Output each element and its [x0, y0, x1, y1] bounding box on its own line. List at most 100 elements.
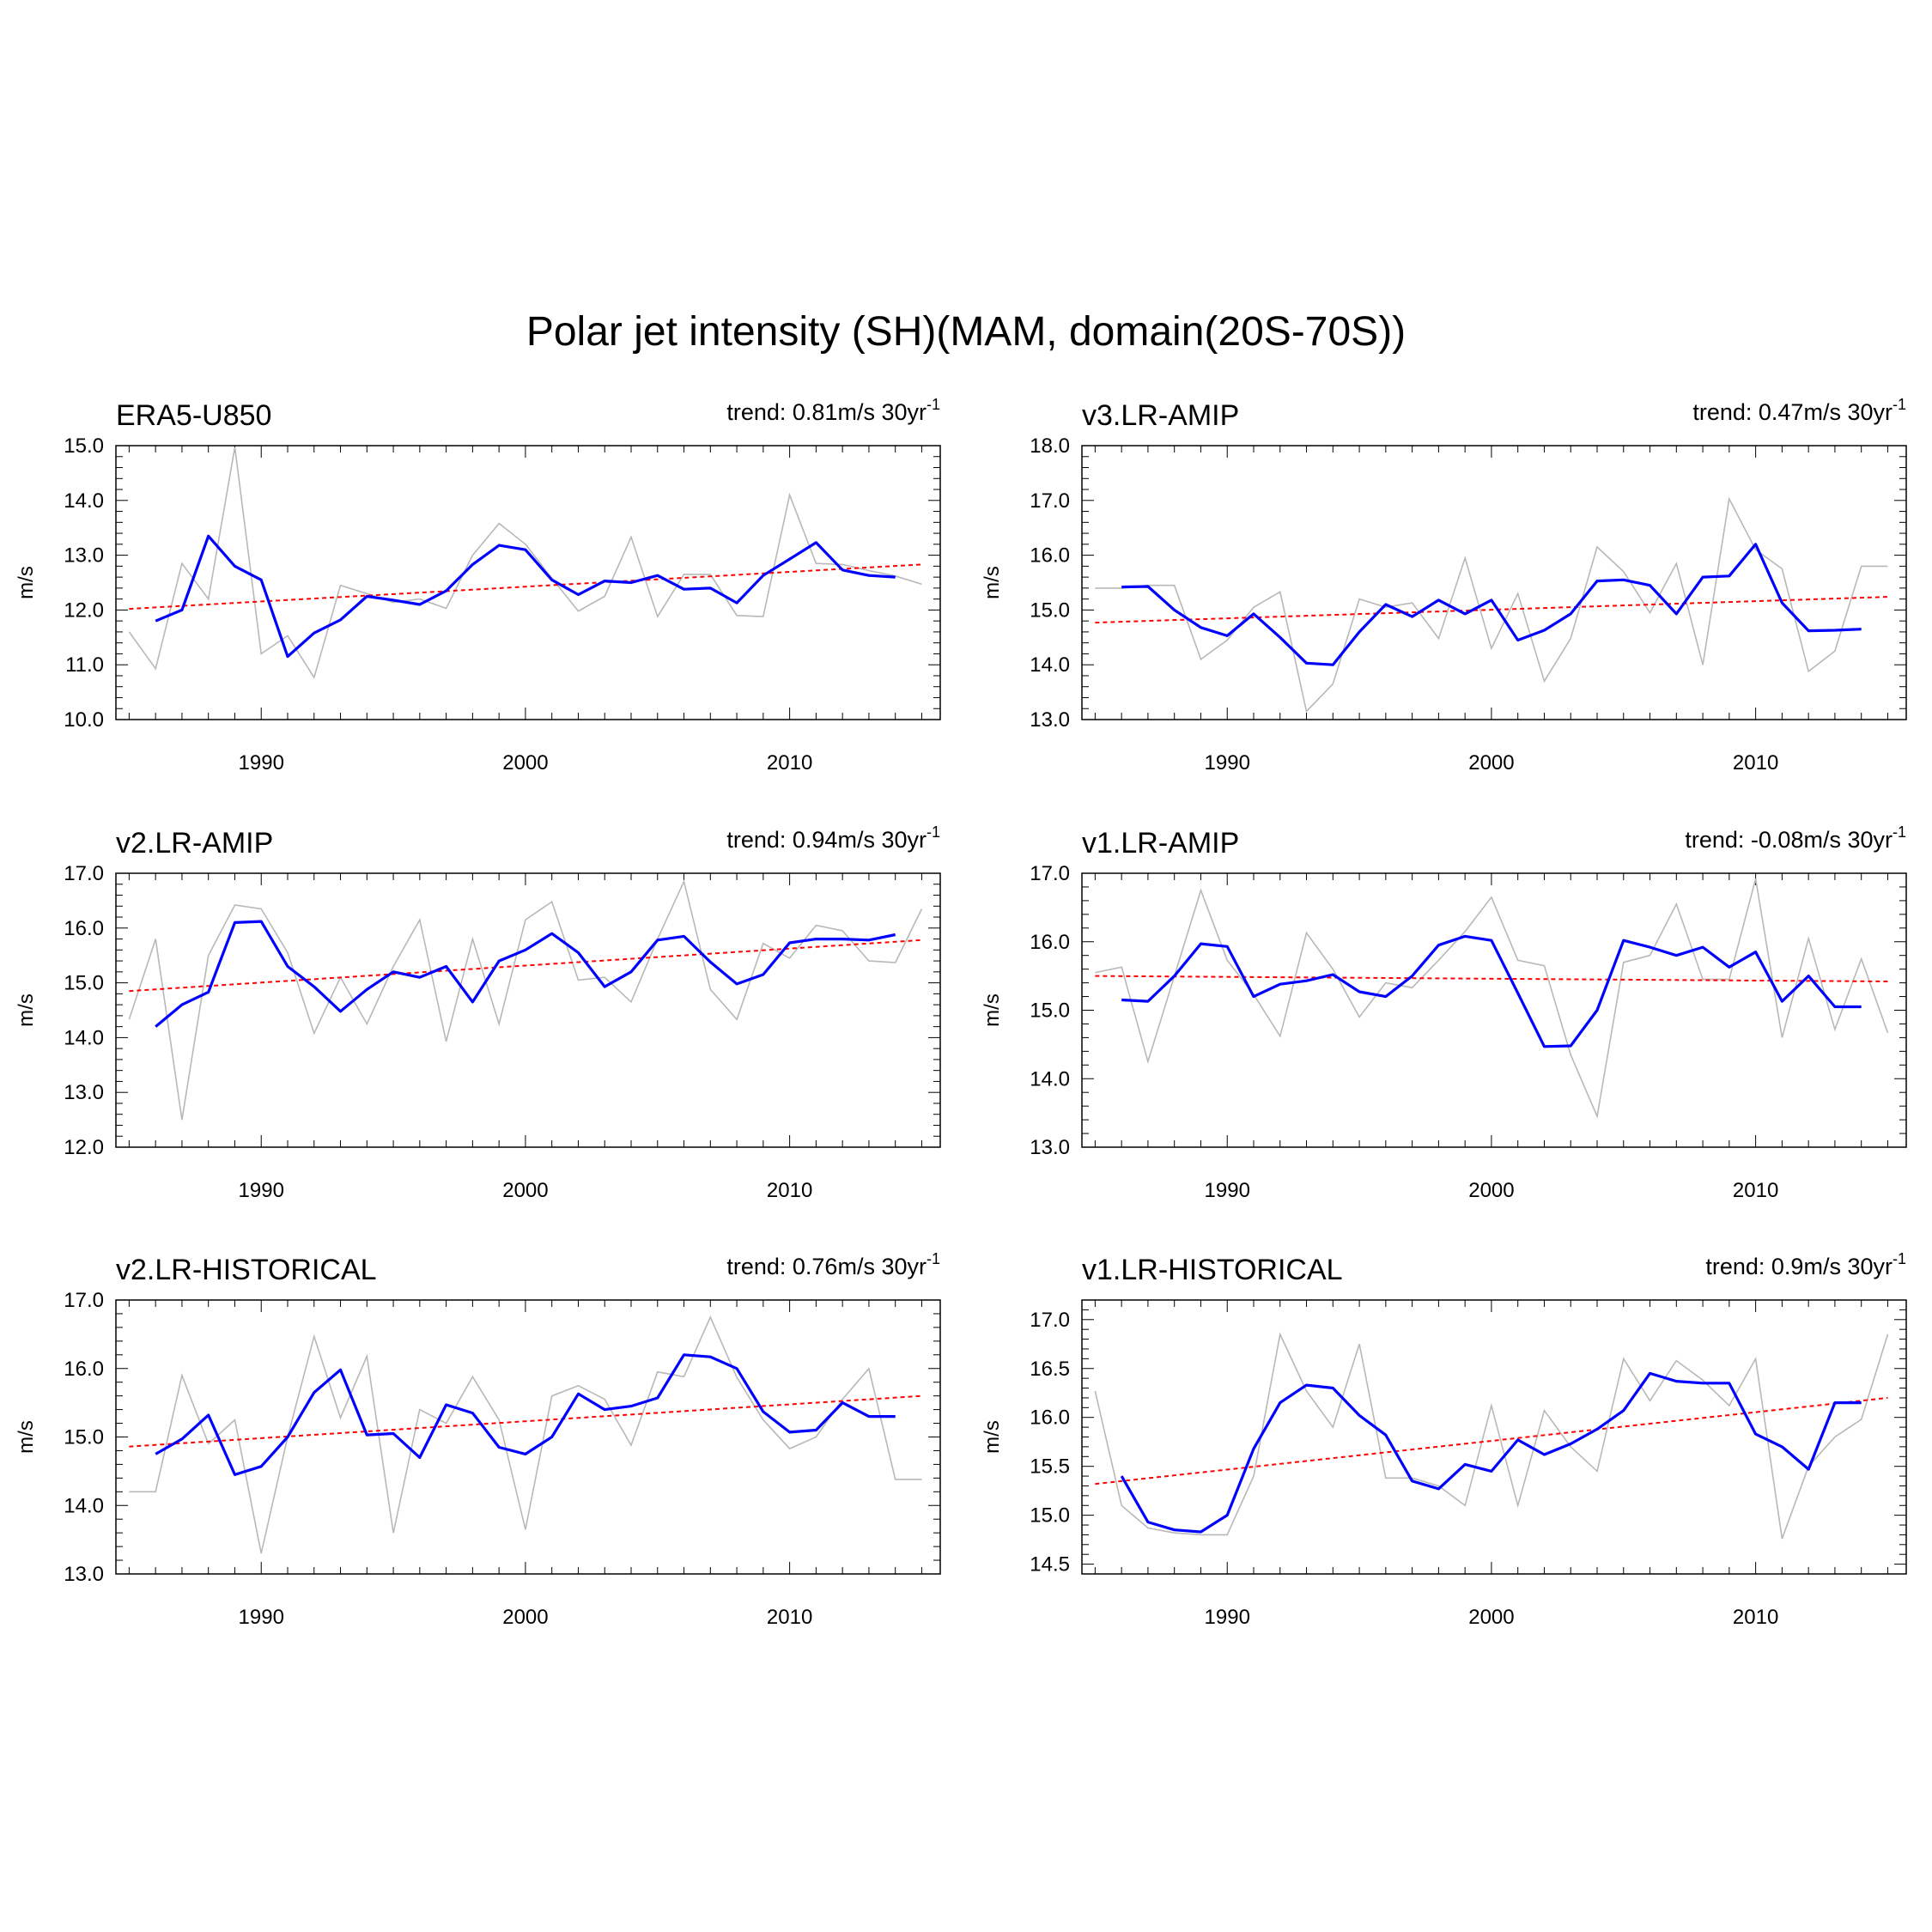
y-tick-label: 11.0 — [65, 653, 104, 677]
plot-frame — [115, 872, 941, 1148]
panel-1: ERA5-U850 trend: 0.81m/s 30yr-1 m/s 1990 200… — [15, 396, 941, 775]
trend-label: trend: 0.47m/s 30yr-1 — [1692, 396, 1906, 425]
trend-label: trend: 0.9m/s 30yr-1 — [1705, 1250, 1906, 1279]
panels: ERA5-U850 trend: 0.81m/s 30yr-1 m/s 1990 200… — [15, 396, 1907, 1629]
x-tick-label: 2000 — [502, 1606, 548, 1629]
plot-frame — [115, 445, 941, 720]
x-tick-label: 2000 — [502, 1179, 548, 1202]
x-tick-label: 2000 — [1468, 751, 1514, 775]
trend-label-superscript: -1 — [1893, 1250, 1906, 1267]
y-tick-label: 15.5 — [1030, 1455, 1070, 1479]
x-tick-label: 1990 — [1205, 1179, 1250, 1202]
panel-title: v1.LR-HISTORICAL — [1082, 1254, 1343, 1286]
y-tick-label: 16.0 — [1030, 1406, 1070, 1430]
raw-series-line — [1095, 496, 1888, 714]
trend-label-superscript: -1 — [927, 396, 940, 413]
y-axis-label: m/s — [15, 993, 38, 1027]
trend-label: trend: 0.81m/s 30yr-1 — [726, 396, 940, 425]
y-tick-label: 15.0 — [1030, 999, 1070, 1023]
panel-title: v3.LR-AMIP — [1082, 399, 1239, 432]
y-axis-label: m/s — [15, 1420, 38, 1454]
trend-line — [1095, 1396, 1888, 1485]
y-tick-label: 15.0 — [64, 972, 104, 995]
smoothed-series-line — [155, 534, 896, 659]
y-tick-label: 13.0 — [1030, 1136, 1070, 1159]
y-tick-label: 17.0 — [64, 1289, 104, 1312]
y-axis-label: m/s — [981, 993, 1004, 1027]
y-tick-label: 14.5 — [1030, 1553, 1070, 1577]
y-axis-label: m/s — [981, 1420, 1004, 1454]
y-tick-label: 16.5 — [1030, 1358, 1070, 1381]
x-tick-label: 1990 — [239, 1606, 284, 1629]
smoothed-series-line — [1121, 543, 1862, 666]
y-tick-label: 16.0 — [1030, 544, 1070, 568]
panel-title: v1.LR-AMIP — [1082, 827, 1239, 860]
trend-line — [129, 563, 922, 611]
smoothed-series-line — [155, 920, 896, 1028]
plot-frame — [1081, 445, 1907, 720]
x-tick-label: 2010 — [1733, 1606, 1778, 1629]
trend-label-superscript: -1 — [1893, 396, 1906, 413]
figure-title: Polar jet intensity (SH)(MAM, domain(20S… — [526, 309, 1406, 355]
y-axis-label: m/s — [981, 566, 1004, 599]
y-tick-label: 15.0 — [64, 434, 104, 458]
smoothed-series-line — [1121, 934, 1862, 1048]
trend-label-superscript: -1 — [927, 1250, 940, 1267]
panel-5: v2.LR-HISTORICAL trend: 0.76m/s 30yr-1 m/s… — [15, 1250, 941, 1629]
trend-line — [1095, 975, 1888, 982]
trend-label-superscript: -1 — [927, 823, 940, 841]
panel-title: v2.LR-AMIP — [116, 827, 273, 860]
y-tick-label: 13.0 — [64, 1081, 104, 1104]
y-axis-label: m/s — [15, 566, 38, 599]
x-tick-label: 1990 — [239, 1179, 284, 1202]
y-tick-label: 18.0 — [1030, 434, 1070, 458]
y-tick-label: 14.0 — [64, 1494, 104, 1517]
y-tick-label: 13.0 — [64, 1563, 104, 1586]
raw-series-line — [128, 879, 923, 1121]
x-tick-label: 2010 — [767, 751, 812, 775]
trend-line — [129, 1394, 922, 1448]
x-tick-label: 2010 — [767, 1179, 812, 1202]
trend-label: trend: 0.76m/s 30yr-1 — [726, 1250, 940, 1279]
x-tick-label: 1990 — [239, 751, 284, 775]
panel-6: v1.LR-HISTORICAL trend: 0.9m/s 30yr-1 m/s 1… — [981, 1250, 1907, 1629]
raw-series-line — [128, 447, 922, 679]
panel-title: ERA5-U850 — [116, 399, 271, 432]
x-tick-label: 2010 — [767, 1606, 812, 1629]
y-tick-label: 14.0 — [64, 489, 104, 513]
panel-title: v2.LR-HISTORICAL — [116, 1254, 377, 1286]
smoothed-series-line — [155, 1353, 896, 1477]
y-tick-label: 17.0 — [1030, 489, 1070, 513]
y-tick-label: 14.0 — [1030, 1067, 1070, 1091]
y-tick-label: 14.0 — [64, 1026, 104, 1049]
raw-series-line — [1094, 1332, 1889, 1540]
trend-label: trend: -0.08m/s 30yr-1 — [1685, 823, 1906, 853]
y-tick-label: 17.0 — [1030, 1309, 1070, 1332]
panel-3: v2.LR-AMIP trend: 0.94m/s 30yr-1 m/s 1990 20… — [15, 823, 941, 1202]
x-tick-label: 1990 — [1205, 751, 1250, 775]
trend-line — [1095, 596, 1888, 624]
panel-2: v3.LR-AMIP trend: 0.47m/s 30yr-1 m/s 1990 20… — [981, 396, 1907, 775]
plot-frame — [115, 1299, 941, 1575]
raw-series-line — [129, 1315, 922, 1554]
x-tick-label: 2000 — [1468, 1179, 1514, 1202]
y-tick-label: 16.0 — [1030, 931, 1070, 954]
y-tick-label: 13.0 — [64, 544, 104, 568]
y-tick-label: 17.0 — [64, 862, 104, 885]
y-tick-label: 16.0 — [64, 1358, 104, 1381]
panel-4: v1.LR-AMIP trend: -0.08m/s 30yr-1 m/s 1990 2… — [981, 823, 1907, 1202]
x-tick-label: 2010 — [1733, 1179, 1778, 1202]
plot-frame — [1081, 1299, 1907, 1575]
smoothed-series-line — [1120, 1371, 1862, 1534]
y-tick-label: 16.0 — [64, 917, 104, 940]
trend-label: trend: 0.94m/s 30yr-1 — [726, 823, 940, 853]
trend-line — [129, 939, 922, 993]
y-tick-label: 10.0 — [64, 708, 104, 732]
x-tick-label: 2010 — [1733, 751, 1778, 775]
y-tick-label: 15.0 — [1030, 1504, 1070, 1528]
y-tick-label: 13.0 — [1030, 708, 1070, 732]
x-tick-label: 2000 — [1468, 1606, 1514, 1629]
y-tick-label: 15.0 — [1030, 598, 1070, 622]
y-tick-label: 14.0 — [1030, 653, 1070, 677]
y-tick-label: 12.0 — [64, 598, 104, 622]
